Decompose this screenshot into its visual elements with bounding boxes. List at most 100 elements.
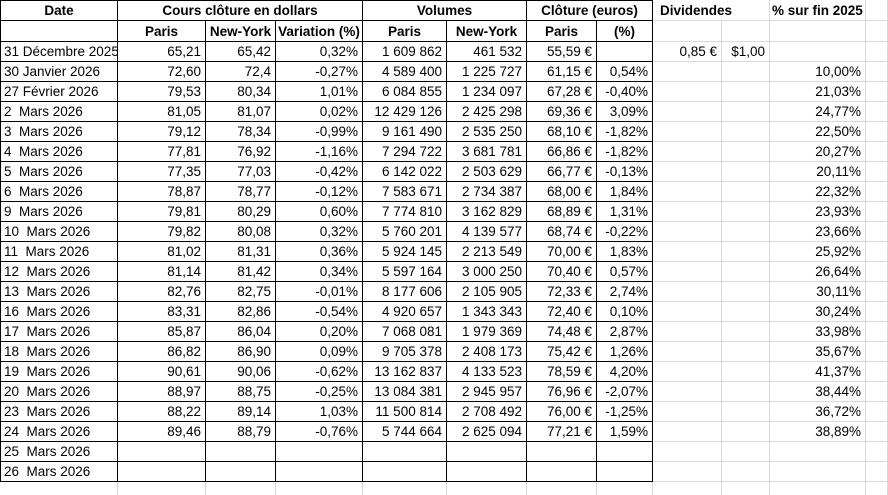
cell-dividend-usd[interactable] [722,262,770,282]
subheader-paris-volume[interactable]: Paris [363,21,447,42]
cell-volume-paris[interactable]: 8 177 606 [363,282,447,302]
empty-cell[interactable] [866,21,888,42]
cell-pct-vs-end-2025[interactable]: 22,32% [770,182,866,202]
header-pct-vs-end-2025[interactable]: % sur fin 2025 [770,0,866,21]
empty-cell[interactable] [722,21,770,42]
cell-dividend-usd[interactable] [722,222,770,242]
cell-dividend-eur[interactable] [653,342,722,362]
cell-close-newyork-usd[interactable]: 77,03 [206,162,276,182]
gridline-cell[interactable] [597,482,653,495]
cell-pct-vs-end-2025[interactable]: 20,11% [770,162,866,182]
cell-dividend-eur[interactable] [653,382,722,402]
cell-dividend-usd[interactable] [722,182,770,202]
cell-pct-vs-end-2025[interactable]: 35,67% [770,342,866,362]
cell-date[interactable]: 18 Mars 2026 [0,342,118,362]
cell-volume-paris[interactable] [363,442,447,462]
cell-variation-pct[interactable]: -0,99% [276,122,363,142]
cell-close-eur-pct[interactable] [597,462,653,482]
cell-date[interactable]: 13 Mars 2026 [0,282,118,302]
cell-dividend-eur[interactable] [653,302,722,322]
header-group-close-euros[interactable]: Clôture (euros) [527,0,653,21]
empty-cell[interactable] [866,462,888,482]
cell-volume-paris[interactable]: 7 068 081 [363,322,447,342]
cell-close-paris-usd[interactable]: 90,61 [118,362,206,382]
cell-close-eur-pct[interactable]: -1,82% [597,122,653,142]
cell-close-newyork-usd[interactable]: 65,42 [206,42,276,62]
gridline-cell[interactable] [118,482,206,495]
cell-variation-pct[interactable]: -0,12% [276,182,363,202]
cell-dividend-eur[interactable] [653,362,722,382]
cell-volume-newyork[interactable]: 2 425 298 [447,102,527,122]
cell-volume-newyork[interactable]: 1 225 727 [447,62,527,82]
cell-close-eur-pct[interactable]: 1,59% [597,422,653,442]
cell-volume-paris[interactable]: 7 583 671 [363,182,447,202]
empty-cell[interactable] [653,21,722,42]
cell-volume-paris[interactable]: 7 294 722 [363,142,447,162]
cell-volume-newyork[interactable]: 461 532 [447,42,527,62]
empty-cell[interactable] [866,162,888,182]
cell-date[interactable]: 12 Mars 2026 [0,262,118,282]
empty-cell[interactable] [866,122,888,142]
cell-dividend-usd[interactable] [722,362,770,382]
cell-close-eur-pct[interactable]: -1,82% [597,142,653,162]
cell-close-eur-pct[interactable]: -1,25% [597,402,653,422]
cell-volume-paris[interactable]: 7 774 810 [363,202,447,222]
cell-volume-newyork[interactable]: 2 734 387 [447,182,527,202]
cell-dividend-eur[interactable] [653,242,722,262]
cell-close-eur-pct[interactable]: 1,83% [597,242,653,262]
cell-dividend-eur[interactable] [653,462,722,482]
cell-variation-pct[interactable]: -0,01% [276,282,363,302]
cell-volume-paris[interactable]: 1 609 862 [363,42,447,62]
cell-close-paris-usd[interactable]: 86,82 [118,342,206,362]
cell-close-paris-eur[interactable]: 66,86 € [527,142,597,162]
empty-cell[interactable] [866,262,888,282]
cell-volume-newyork[interactable]: 3 681 781 [447,142,527,162]
cell-close-paris-usd[interactable]: 78,87 [118,182,206,202]
cell-close-paris-usd[interactable]: 82,76 [118,282,206,302]
cell-pct-vs-end-2025[interactable]: 23,93% [770,202,866,222]
cell-dividend-usd[interactable] [722,202,770,222]
cell-volume-newyork[interactable]: 2 625 094 [447,422,527,442]
cell-pct-vs-end-2025[interactable]: 38,44% [770,382,866,402]
cell-volume-paris[interactable]: 5 924 145 [363,242,447,262]
cell-close-paris-usd[interactable]: 88,97 [118,382,206,402]
cell-date[interactable]: 23 Mars 2026 [0,402,118,422]
cell-close-newyork-usd[interactable]: 81,07 [206,102,276,122]
cell-close-newyork-usd[interactable]: 82,86 [206,302,276,322]
empty-cell[interactable] [866,302,888,322]
empty-cell[interactable] [866,42,888,62]
empty-cell[interactable] [866,342,888,362]
cell-volume-newyork[interactable]: 2 105 905 [447,282,527,302]
cell-dividend-usd[interactable] [722,282,770,302]
header-group-close-dollars[interactable]: Cours clôture en dollars [118,0,363,21]
cell-close-paris-eur[interactable]: 74,48 € [527,322,597,342]
gridline-cell[interactable] [206,482,276,495]
cell-dividend-eur[interactable] [653,442,722,462]
cell-close-eur-pct[interactable]: 4,20% [597,362,653,382]
cell-date[interactable]: 25 Mars 2026 [0,442,118,462]
empty-cell[interactable] [866,0,888,21]
cell-dividend-usd[interactable] [722,102,770,122]
empty-cell[interactable] [866,362,888,382]
cell-close-paris-eur[interactable]: 55,59 € [527,42,597,62]
cell-pct-vs-end-2025[interactable]: 30,11% [770,282,866,302]
gridline-cell[interactable] [276,482,363,495]
cell-pct-vs-end-2025[interactable]: 38,89% [770,422,866,442]
empty-cell[interactable] [866,242,888,262]
cell-close-eur-pct[interactable]: 1,31% [597,202,653,222]
cell-date[interactable]: 10 Mars 2026 [0,222,118,242]
cell-close-eur-pct[interactable]: -0,13% [597,162,653,182]
cell-close-eur-pct[interactable]: -0,22% [597,222,653,242]
empty-header-cell[interactable] [0,21,118,42]
cell-dividend-eur[interactable] [653,122,722,142]
cell-date[interactable]: 20 Mars 2026 [0,382,118,402]
cell-variation-pct[interactable]: -0,25% [276,382,363,402]
cell-volume-newyork[interactable]: 1 979 369 [447,322,527,342]
cell-variation-pct[interactable]: 1,03% [276,402,363,422]
cell-volume-paris[interactable] [363,462,447,482]
cell-volume-newyork[interactable]: 2 503 629 [447,162,527,182]
cell-close-eur-pct[interactable]: -2,07% [597,382,653,402]
cell-close-newyork-usd[interactable]: 82,75 [206,282,276,302]
cell-close-paris-eur[interactable]: 76,00 € [527,402,597,422]
cell-dividend-usd[interactable] [722,442,770,462]
